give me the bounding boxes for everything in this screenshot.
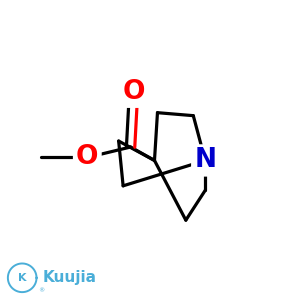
Text: ®: ® bbox=[38, 289, 44, 294]
Text: K: K bbox=[18, 273, 26, 283]
Text: N: N bbox=[194, 148, 216, 173]
Text: Kuujia: Kuujia bbox=[43, 270, 97, 285]
Text: O: O bbox=[76, 145, 98, 170]
Text: O: O bbox=[122, 79, 145, 105]
